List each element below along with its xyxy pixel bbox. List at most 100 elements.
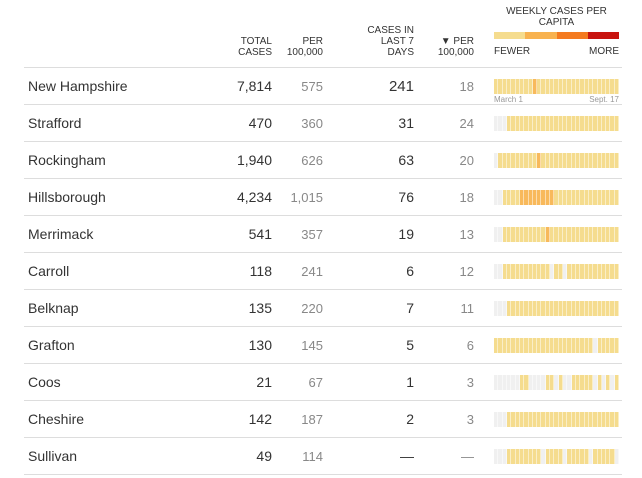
week-cell: [606, 449, 611, 464]
week-cell: [519, 190, 525, 205]
week-cell: [554, 116, 559, 131]
week-cell: [511, 227, 516, 242]
week-cell: [575, 375, 581, 390]
per-100k-last-7-days: 3: [466, 412, 474, 427]
total-cases: 1,940: [236, 152, 272, 168]
week-cell: [563, 116, 568, 131]
week-cell: [498, 264, 503, 279]
week-cell: [588, 190, 594, 205]
week-cell: [558, 449, 563, 464]
week-cell: [537, 153, 542, 168]
table-row: Strafford 470 360 31 24: [24, 104, 622, 142]
week-cell: [610, 412, 615, 427]
week-cell: [506, 227, 512, 242]
per-100k: 187: [301, 412, 323, 427]
week-cell: [554, 412, 559, 427]
week-cell: [524, 227, 529, 242]
week-cell: [567, 449, 572, 464]
total-cases: 135: [248, 300, 272, 316]
per-100k: 220: [301, 301, 323, 316]
week-cell: [610, 449, 615, 464]
week-cell: [506, 301, 512, 316]
per-100k-last-7-days: 6: [466, 338, 474, 353]
week-cell: [524, 79, 529, 94]
week-cell: [601, 227, 607, 242]
end-date: Sept. 17: [589, 95, 619, 104]
table-row: New Hampshire 7,814 575 241 18 March 1 Sept. 1…: [24, 67, 622, 105]
week-cell: [610, 116, 615, 131]
week-cell: [506, 338, 512, 353]
per-100k: 241: [301, 264, 323, 279]
week-cell: [563, 190, 568, 205]
weekly-cases-bar: [494, 412, 620, 427]
week-cell: [575, 227, 581, 242]
week-cell: [519, 79, 525, 94]
week-cell: [519, 227, 525, 242]
week-cell: [563, 153, 568, 168]
per-100k-last-7-days: 3: [466, 375, 474, 390]
week-cell: [606, 190, 611, 205]
week-cell: [601, 190, 607, 205]
week-cell: [584, 338, 589, 353]
week-cell: [597, 116, 602, 131]
week-cell: [597, 227, 602, 242]
week-cell: [498, 153, 503, 168]
week-cell: [610, 79, 615, 94]
week-cell: [558, 301, 563, 316]
week-cell: [524, 264, 529, 279]
header-per-100k-7-days-sort[interactable]: ▼ PER 100,000: [437, 36, 474, 58]
week-cell: [558, 227, 563, 242]
county-name: New Hampshire: [28, 78, 128, 94]
week-cell: [532, 301, 538, 316]
per-100k-last-7-days: —: [461, 449, 474, 464]
week-cell: [614, 116, 620, 131]
week-cell: [498, 375, 503, 390]
week-cell: [614, 227, 620, 242]
week-cell: [498, 301, 503, 316]
legend-more: MORE: [589, 46, 619, 57]
county-name: Carroll: [28, 263, 70, 279]
week-cell: [593, 227, 598, 242]
week-cell: [597, 412, 602, 427]
week-cell: [593, 412, 598, 427]
week-cell: [537, 264, 542, 279]
week-cell: [532, 338, 538, 353]
week-cell: [584, 227, 589, 242]
week-cell: [494, 79, 499, 94]
week-cell: [584, 264, 589, 279]
week-cell: [575, 449, 581, 464]
week-cell: [597, 449, 602, 464]
week-cell: [606, 301, 611, 316]
per-100k: 114: [302, 449, 323, 464]
week-cell: [537, 301, 542, 316]
total-cases: 7,814: [236, 78, 272, 94]
week-cell: [575, 301, 581, 316]
total-cases: 118: [249, 263, 272, 279]
week-cell: [502, 190, 507, 205]
cases-last-7-days: —: [400, 448, 414, 464]
week-cell: [532, 116, 538, 131]
cases-last-7-days: 76: [398, 189, 414, 205]
week-cell: [584, 116, 589, 131]
week-cell: [550, 375, 555, 390]
week-cell: [580, 301, 585, 316]
week-cell: [597, 338, 602, 353]
week-cell: [506, 79, 512, 94]
week-cell: [550, 264, 555, 279]
week-cell: [541, 375, 546, 390]
week-cell: [580, 449, 585, 464]
week-cell: [506, 264, 512, 279]
week-cell: [558, 79, 563, 94]
total-cases: 130: [248, 337, 272, 353]
table-row: Rockingham 1,940 626 63 20: [24, 141, 622, 179]
week-cell: [563, 227, 568, 242]
week-cell: [580, 375, 585, 390]
week-cell: [511, 153, 516, 168]
week-cell: [511, 412, 516, 427]
week-cell: [511, 375, 516, 390]
week-cell: [515, 375, 520, 390]
week-cell: [606, 153, 611, 168]
week-cell: [541, 190, 546, 205]
week-cell: [606, 264, 611, 279]
week-cell: [502, 227, 507, 242]
